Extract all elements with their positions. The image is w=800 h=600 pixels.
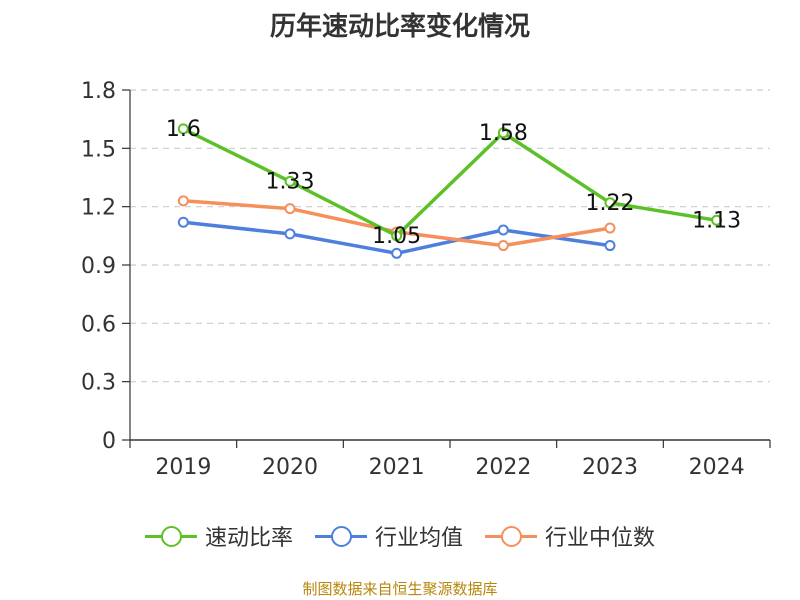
data-point bbox=[604, 197, 616, 209]
data-point bbox=[177, 123, 189, 135]
legend: 速动比率 行业均值 行业中位数 bbox=[0, 520, 800, 552]
x-tick-label: 2024 bbox=[689, 455, 745, 480]
y-tick-label: 1.2 bbox=[81, 196, 116, 221]
data-point bbox=[177, 195, 189, 207]
source-note: 制图数据来自恒生聚源数据库 bbox=[302, 580, 498, 598]
data-point bbox=[497, 240, 509, 252]
legend-item-quick-ratio[interactable]: 速动比率 bbox=[144, 520, 293, 552]
data-point bbox=[391, 230, 403, 242]
data-point bbox=[391, 247, 403, 259]
data-point bbox=[497, 127, 509, 139]
x-tick-label: 2020 bbox=[262, 455, 318, 480]
data-point bbox=[177, 216, 189, 228]
data-point bbox=[604, 222, 616, 234]
data-point bbox=[284, 228, 296, 240]
data-label: 1.58 bbox=[479, 121, 528, 146]
data-point bbox=[604, 240, 616, 252]
data-label: 1.33 bbox=[266, 169, 315, 194]
y-tick-label: 0.6 bbox=[81, 312, 116, 337]
legend-marker-icon bbox=[314, 524, 367, 548]
data-label: 1.13 bbox=[692, 208, 741, 233]
data-point bbox=[284, 203, 296, 215]
legend-marker-icon bbox=[144, 524, 197, 548]
legend-label: 速动比率 bbox=[204, 526, 293, 551]
y-tick-label: 0.3 bbox=[81, 371, 116, 396]
y-tick-label: 1.8 bbox=[81, 79, 116, 104]
y-tick-label: 1.5 bbox=[81, 137, 116, 162]
legend-marker-icon bbox=[485, 524, 537, 548]
data-point bbox=[711, 214, 723, 226]
legend-item-industry-median[interactable]: 行业中位数 bbox=[485, 520, 655, 552]
data-point bbox=[284, 175, 296, 187]
legend-label: 行业均值 bbox=[374, 526, 463, 551]
data-label: 1.22 bbox=[586, 191, 635, 216]
x-tick-label: 2023 bbox=[582, 455, 638, 480]
x-tick-label: 2019 bbox=[155, 455, 211, 480]
series-line-0 bbox=[182, 127, 717, 238]
y-tick-label: 0 bbox=[102, 429, 116, 454]
legend-item-industry-mean[interactable]: 行业均值 bbox=[314, 520, 463, 552]
legend-label: 行业中位数 bbox=[545, 526, 656, 551]
x-tick-label: 2022 bbox=[475, 455, 531, 480]
data-label: 1.05 bbox=[372, 224, 421, 249]
x-tick-label: 2021 bbox=[369, 455, 425, 480]
chart-title: 历年速动比率变化情况 bbox=[269, 12, 530, 42]
y-tick-label: 0.9 bbox=[81, 254, 116, 279]
data-point bbox=[497, 224, 509, 236]
data-label: 1.6 bbox=[166, 117, 201, 142]
